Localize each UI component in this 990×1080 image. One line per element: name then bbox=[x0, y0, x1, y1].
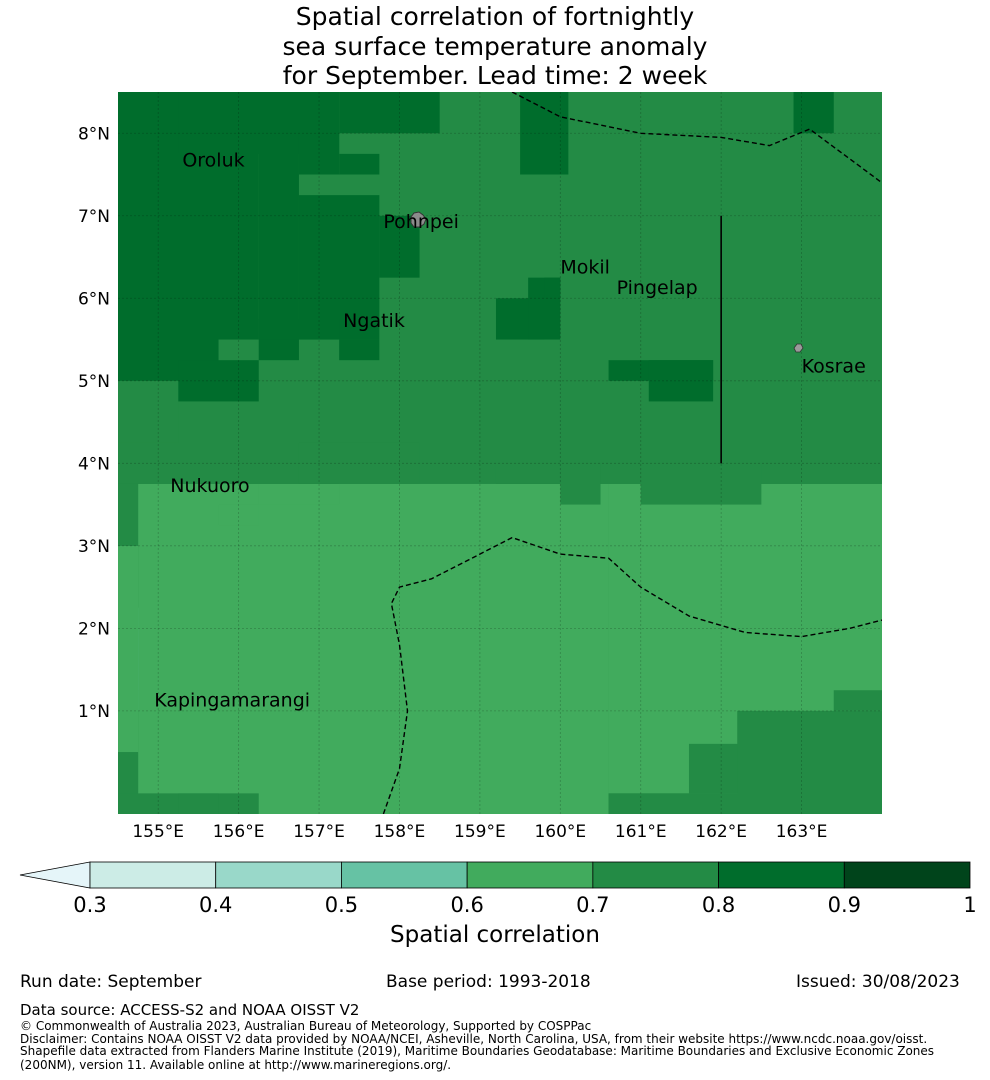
correlation-cell bbox=[339, 339, 380, 361]
copyright-notice: © Commonwealth of Australia 2023, Austra… bbox=[20, 1019, 592, 1033]
shapefile-credit-2: (200NM), version 11. Available online at… bbox=[20, 1058, 452, 1072]
correlation-cell bbox=[178, 793, 219, 814]
title-line-2: sea surface temperature anomaly bbox=[282, 31, 708, 61]
place-label: Nukuoro bbox=[170, 475, 249, 497]
correlation-cell bbox=[258, 318, 340, 340]
lat-tick-label: 8°N bbox=[78, 124, 110, 144]
correlation-cell bbox=[833, 690, 882, 711]
correlation-cell bbox=[298, 195, 380, 340]
colorbar-tick-label: 0.4 bbox=[199, 893, 232, 917]
pohnpei-island-icon bbox=[410, 211, 427, 228]
lon-tick-label: 157°E bbox=[293, 822, 345, 842]
correlation-cell bbox=[793, 92, 834, 134]
title-line-3: for September. Lead time: 2 week bbox=[282, 61, 708, 90]
disclaimer: Disclaimer: Contains NOAA OISST V2 data … bbox=[20, 1032, 928, 1046]
correlation-cell bbox=[138, 483, 609, 814]
colorbar-label: Spatial correlation bbox=[390, 922, 600, 948]
colorbar-tick-label: 0.8 bbox=[702, 893, 735, 917]
correlation-cell bbox=[339, 153, 380, 175]
lat-tick-label: 7°N bbox=[78, 207, 110, 227]
lat-tick-label: 3°N bbox=[78, 537, 110, 557]
data-source: Data source: ACCESS-S2 and NOAA OISST V2 bbox=[20, 1001, 360, 1019]
issued-date: Issued: 30/08/2023 bbox=[796, 972, 960, 992]
place-label: Ngatik bbox=[343, 310, 405, 332]
correlation-map: Oroluk Pohnpei Mokil Pingelap Ngatik Kosrae Nu… bbox=[19, 92, 977, 917]
correlation-cell bbox=[218, 504, 259, 526]
correlation-cell bbox=[298, 133, 340, 175]
lat-tick-label: 6°N bbox=[78, 289, 110, 309]
lat-tick-label: 5°N bbox=[78, 372, 110, 392]
lon-tick-label: 162°E bbox=[695, 822, 747, 842]
correlation-cell bbox=[118, 380, 179, 443]
lon-tick-label: 159°E bbox=[454, 822, 506, 842]
colorbar-segment bbox=[466, 861, 594, 889]
run-date: Run date: September bbox=[20, 972, 202, 992]
colorbar-segment bbox=[89, 861, 217, 889]
correlation-cell bbox=[560, 463, 601, 505]
base-period: Base period: 1993-2018 bbox=[386, 972, 591, 992]
colorbar-segment bbox=[592, 861, 719, 889]
colorbar-segment bbox=[718, 861, 845, 889]
correlation-cell bbox=[520, 92, 569, 175]
title-line-1: Spatial correlation of fortnightly bbox=[295, 2, 695, 31]
colorbar-segment bbox=[215, 861, 342, 889]
colorbar-extend-arrow bbox=[19, 861, 91, 889]
correlation-cell bbox=[648, 360, 714, 402]
lat-tick-label: 4°N bbox=[78, 454, 110, 474]
colorbar-segment bbox=[341, 861, 468, 889]
colorbar-tick-label: 1 bbox=[963, 893, 976, 917]
correlation-cell bbox=[640, 463, 762, 505]
lon-tick-label: 158°E bbox=[374, 822, 426, 842]
place-label: Oroluk bbox=[182, 149, 244, 171]
lon-tick-label: 163°E bbox=[776, 822, 828, 842]
correlation-cell bbox=[737, 710, 882, 794]
correlation-cell bbox=[178, 360, 259, 402]
place-label: Kapingamarangi bbox=[154, 690, 310, 712]
colorbar-segment bbox=[843, 861, 971, 889]
correlation-cell bbox=[298, 442, 420, 484]
lat-tick-label: 1°N bbox=[78, 702, 110, 722]
place-label: Pingelap bbox=[617, 277, 698, 299]
maritime-boundary bbox=[511, 92, 882, 184]
chart-title: Spatial correlation of fortnightly sea s… bbox=[0, 2, 990, 91]
place-label: Mokil bbox=[560, 257, 610, 279]
colorbar-tick-label: 0.7 bbox=[576, 893, 609, 917]
lon-tick-label: 161°E bbox=[615, 822, 667, 842]
colorbar-tick-label: 0.9 bbox=[828, 893, 861, 917]
maritime-boundary bbox=[382, 536, 882, 814]
shapefile-credit-1: Shapefile data extracted from Flanders M… bbox=[20, 1044, 935, 1058]
place-label: Kosrae bbox=[802, 356, 866, 378]
correlation-cell bbox=[339, 92, 440, 134]
place-label: Pohnpei bbox=[383, 211, 459, 233]
correlation-cell bbox=[495, 463, 561, 484]
colorbar-tick-label: 0.5 bbox=[325, 893, 358, 917]
lat-tick-label: 2°N bbox=[78, 619, 110, 639]
colorbar-tick-label: 0.6 bbox=[450, 893, 483, 917]
lon-tick-label: 155°E bbox=[132, 822, 184, 842]
colorbar-tick-label: 0.3 bbox=[73, 893, 106, 917]
correlation-cell bbox=[544, 277, 561, 299]
kosrae-island-icon bbox=[793, 343, 804, 353]
correlation-cell bbox=[118, 483, 139, 546]
correlation-cell bbox=[118, 545, 139, 753]
lon-tick-label: 156°E bbox=[213, 822, 265, 842]
correlation-cell bbox=[258, 483, 340, 505]
lon-tick-label: 160°E bbox=[534, 822, 586, 842]
correlation-cell bbox=[608, 793, 882, 814]
